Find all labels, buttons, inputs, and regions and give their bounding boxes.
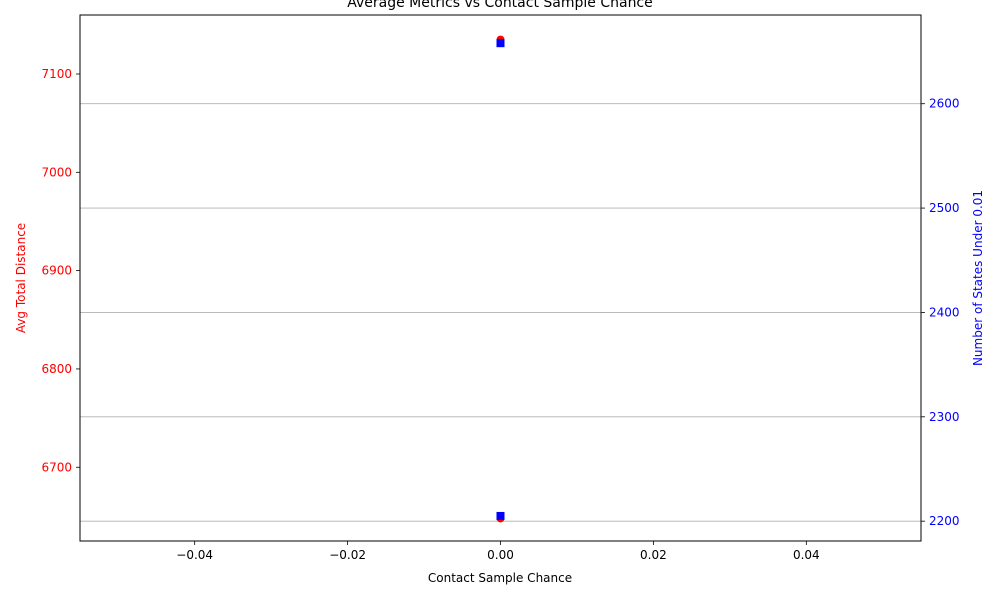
y-axis-left: 6700 6800 6900 7000 7100 [41,67,80,474]
data-point-right [496,39,505,48]
y-right-tick-label: 2500 [929,201,960,215]
plot-frame [79,14,922,542]
x-tick-label: 0.00 [487,548,514,562]
x-tick-label: 0.02 [640,548,667,562]
y-left-tick-label: 7100 [41,67,72,81]
x-tick-label: −0.04 [176,548,213,562]
data-point-right [496,511,505,520]
gridlines [80,103,921,522]
y-right-tick-label: 2300 [929,410,960,424]
x-axis: −0.04 −0.02 0.00 0.02 0.04 [176,541,820,562]
y-left-tick-label: 7000 [41,165,72,179]
y-right-tick-label: 2400 [929,305,960,319]
x-tick-label: 0.04 [793,548,820,562]
y-axis-left-label: Avg Total Distance [14,223,28,333]
y-axis-right: 2200 2300 2400 2500 2600 [921,97,960,528]
y-left-tick-label: 6800 [41,362,72,376]
x-axis-label: Contact Sample Chance [428,571,572,585]
data-points [496,35,505,523]
x-tick-label: −0.02 [329,548,366,562]
y-left-tick-label: 6900 [41,264,72,278]
y-left-tick-label: 6700 [41,460,72,474]
y-axis-right-label: Number of States Under 0.01 [971,190,985,366]
y-right-tick-label: 2200 [929,514,960,528]
chart-title: Average Metrics vs Contact Sample Chance [347,0,653,11]
y-right-tick-label: 2600 [929,97,960,111]
